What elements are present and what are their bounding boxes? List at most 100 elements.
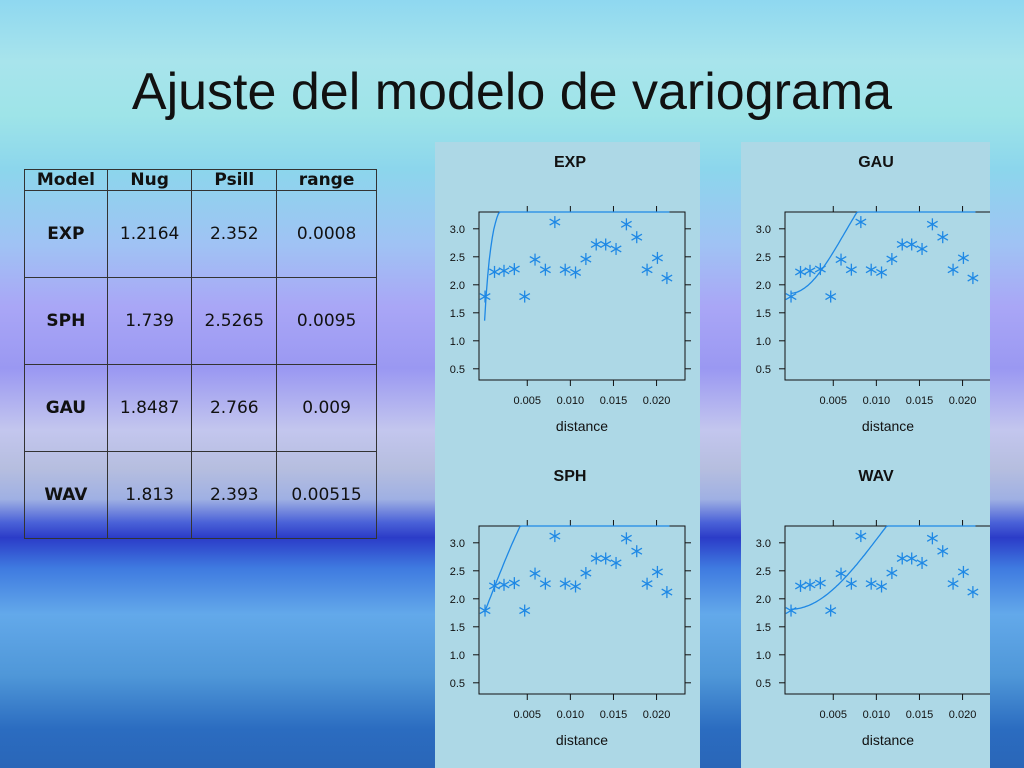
data-point xyxy=(479,604,491,617)
data-point xyxy=(661,586,673,599)
x-tick-label: 0.005 xyxy=(514,709,542,721)
y-tick-label: 3.0 xyxy=(450,224,465,236)
data-point xyxy=(814,577,826,590)
data-point xyxy=(549,216,561,229)
data-point xyxy=(865,263,877,276)
y-tick-label: 1.5 xyxy=(450,308,465,320)
data-point xyxy=(488,265,501,278)
y-tick-label: 2.5 xyxy=(450,252,465,264)
table-cell-range: 0.0008 xyxy=(276,190,377,278)
y-tick-label: 3.0 xyxy=(450,538,465,550)
data-point xyxy=(804,578,816,591)
plot-frame xyxy=(784,525,990,695)
x-tick-label: 0.005 xyxy=(820,709,848,721)
data-point xyxy=(906,238,918,251)
table-cell-psill: 2.5265 xyxy=(191,277,278,365)
plot-panel-right: GAU 0.5 1.0 1.5 2.0 2.5 3.0 0.005 0.010 0.015 0.02… xyxy=(741,142,990,768)
header-model: Model xyxy=(24,169,108,191)
data-point xyxy=(865,577,877,590)
data-point xyxy=(479,290,491,303)
data-point xyxy=(620,218,632,231)
data-point xyxy=(886,253,898,266)
plot-panel-left: EXP 0.5 1.0 1.5 2.0 2.5 3.0 0.005 0.010 0.015 0.02… xyxy=(435,142,700,768)
y-tick-label: 3.0 xyxy=(756,224,771,236)
data-point xyxy=(814,263,826,276)
y-tick-label: 1.0 xyxy=(756,336,771,348)
y-tick-label: 2.0 xyxy=(756,594,771,606)
data-point xyxy=(529,567,541,580)
data-point xyxy=(508,263,520,276)
data-point xyxy=(855,216,867,229)
data-point xyxy=(886,567,898,580)
data-point xyxy=(947,263,959,276)
x-tick-label: 0.015 xyxy=(600,395,628,407)
x-tick-label: 0.005 xyxy=(514,395,542,407)
data-point xyxy=(631,545,643,558)
data-point xyxy=(498,264,510,277)
x-tick-label: 0.015 xyxy=(906,395,934,407)
chart-exp: EXP 0.5 1.0 1.5 2.0 2.5 3.0 0.005 0.010 0.015 0.02… xyxy=(450,154,691,748)
data-point xyxy=(875,580,888,593)
table-cell-psill: 2.393 xyxy=(191,451,278,539)
table-header-row: Model Nug Psill range xyxy=(24,169,377,191)
x-tick-label: 0.015 xyxy=(906,709,934,721)
data-point xyxy=(519,604,531,617)
fitted-model-line xyxy=(483,525,670,613)
fitted-model-line xyxy=(790,525,976,610)
plot-frame xyxy=(784,211,990,381)
data-point xyxy=(967,272,979,285)
data-point xyxy=(835,253,847,266)
data-point xyxy=(794,579,807,592)
header-range: range xyxy=(276,169,377,191)
chart-sph-group: SPH 0.5 1.0 1.5 2.0 2.5 3.0 0.005 0.010 0.015 0.02… xyxy=(450,468,691,748)
table-row: SPH 1.739 2.5265 0.0095 xyxy=(24,277,377,365)
table-cell-range: 0.009 xyxy=(276,364,377,452)
x-axis-title: distance xyxy=(862,732,914,748)
data-point xyxy=(845,263,857,276)
table-cell-nug: 1.813 xyxy=(106,451,193,539)
x-tick-label: 0.020 xyxy=(643,395,671,407)
data-point xyxy=(580,253,592,266)
x-tick-label: 0.020 xyxy=(643,709,671,721)
x-tick-label: 0.005 xyxy=(820,395,848,407)
x-tick-label: 0.020 xyxy=(949,709,977,721)
chart-wav-group: WAV 0.5 1.0 1.5 2.0 2.5 3.0 0.005 0.010 0.015 0.02… xyxy=(756,468,990,748)
x-tick-label: 0.010 xyxy=(863,395,891,407)
chart-gau-group: GAU 0.5 1.0 1.5 2.0 2.5 3.0 0.005 0.010 0.015 0.02… xyxy=(756,154,990,434)
data-point xyxy=(937,545,949,558)
x-axis-title: distance xyxy=(862,418,914,434)
table-cell-range: 0.00515 xyxy=(276,451,377,539)
data-point xyxy=(785,604,797,617)
data-point xyxy=(651,251,663,264)
data-point xyxy=(569,266,582,279)
y-tick-label: 1.5 xyxy=(450,622,465,634)
data-point xyxy=(488,579,501,592)
data-point xyxy=(825,290,837,303)
chart-exp-group: EXP 0.5 1.0 1.5 2.0 2.5 3.0 0.005 0.010 0.015 0.02… xyxy=(450,154,691,434)
chart-title: WAV xyxy=(858,468,894,485)
y-tick-label: 1.5 xyxy=(756,622,771,634)
table-cell-model: EXP xyxy=(24,190,108,278)
data-point xyxy=(855,530,867,543)
y-tick-label: 0.5 xyxy=(450,678,465,690)
data-point xyxy=(926,218,938,231)
data-point xyxy=(651,565,663,578)
data-point xyxy=(641,577,653,590)
data-point xyxy=(641,263,653,276)
table-row: EXP 1.2164 2.352 0.0008 xyxy=(24,190,377,278)
y-tick-label: 1.0 xyxy=(450,650,465,662)
data-point xyxy=(590,552,602,565)
data-point xyxy=(967,586,979,599)
table-row: WAV 1.813 2.393 0.00515 xyxy=(24,451,377,539)
y-tick-label: 2.0 xyxy=(450,594,465,606)
y-tick-label: 1.5 xyxy=(756,308,771,320)
y-tick-label: 3.0 xyxy=(756,538,771,550)
data-point xyxy=(539,263,551,276)
table-row: GAU 1.8487 2.766 0.009 xyxy=(24,364,377,452)
data-point xyxy=(631,231,643,244)
table-cell-range: 0.0095 xyxy=(276,277,377,365)
data-point xyxy=(794,265,807,278)
data-point xyxy=(529,253,541,266)
table-cell-nug: 1.2164 xyxy=(106,190,193,278)
y-tick-label: 2.0 xyxy=(450,280,465,292)
